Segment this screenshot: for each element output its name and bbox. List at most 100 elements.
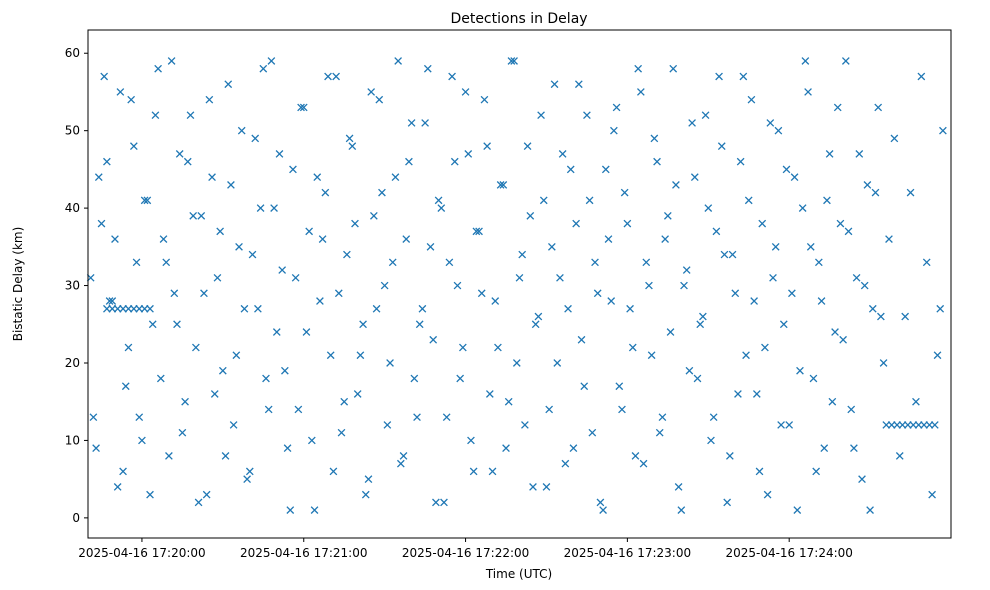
data-point <box>178 428 187 437</box>
data-point <box>224 80 233 89</box>
data-point <box>415 320 424 329</box>
data-point <box>305 227 314 236</box>
data-point <box>669 64 678 73</box>
data-point <box>788 289 796 298</box>
data-point <box>156 374 165 383</box>
data-point <box>874 103 883 112</box>
data-point <box>750 297 758 305</box>
data-point <box>459 343 467 352</box>
data-point <box>146 490 154 499</box>
data-point <box>467 436 475 445</box>
y-tick-label: 50 <box>65 124 80 138</box>
data-point <box>407 119 416 127</box>
data-point <box>868 304 877 313</box>
data-point <box>105 297 114 305</box>
data-point <box>685 366 694 375</box>
data-point <box>566 165 575 174</box>
data-point <box>804 88 812 96</box>
data-point <box>402 235 411 243</box>
data-point <box>612 103 621 112</box>
data-point <box>197 211 206 220</box>
data-point <box>143 196 152 205</box>
data-point <box>213 273 222 282</box>
data-point <box>208 173 216 181</box>
data-point <box>847 405 856 414</box>
data-point <box>297 103 305 112</box>
data-point <box>394 57 403 65</box>
data-point <box>343 250 351 259</box>
data-point <box>650 134 659 143</box>
data-point <box>634 64 643 73</box>
x-tick-label: 2025-04-16 17:24:00 <box>725 546 852 560</box>
data-point <box>442 413 451 422</box>
data-point <box>674 483 683 491</box>
data-point <box>601 165 610 174</box>
data-point <box>655 428 664 437</box>
data-point <box>901 312 910 321</box>
data-point <box>332 72 340 81</box>
data-point <box>615 382 624 391</box>
data-point <box>747 95 756 104</box>
data-point <box>558 150 567 158</box>
data-point <box>580 382 589 391</box>
data-point <box>227 181 235 189</box>
data-point <box>286 506 295 514</box>
data-point <box>682 266 691 274</box>
data-point <box>752 390 761 398</box>
data-point <box>135 413 144 422</box>
data-point <box>796 366 804 375</box>
data-point <box>329 467 338 476</box>
data-point <box>537 111 545 120</box>
data-point <box>688 119 696 127</box>
data-point <box>850 444 858 453</box>
data-point <box>693 374 702 383</box>
data-point <box>593 289 602 298</box>
data-point <box>267 57 276 65</box>
data-point <box>383 421 392 429</box>
data-point <box>912 397 920 406</box>
data-point <box>690 173 699 181</box>
data-point <box>939 126 947 135</box>
data-point <box>798 204 807 212</box>
data-point <box>588 428 597 437</box>
data-point <box>763 490 772 499</box>
data-point <box>396 459 405 468</box>
data-point <box>326 351 335 360</box>
data-point <box>162 258 171 267</box>
data-point <box>496 181 505 189</box>
data-point <box>518 250 527 259</box>
data-point <box>189 211 198 220</box>
data-point <box>240 304 249 313</box>
data-point <box>181 397 189 406</box>
data-point <box>823 196 831 205</box>
data-point <box>378 188 386 197</box>
data-point <box>769 273 777 282</box>
data-point <box>723 498 732 507</box>
data-point <box>531 320 540 329</box>
y-tick-label: 40 <box>65 201 80 215</box>
data-point <box>663 211 672 220</box>
data-point <box>119 467 127 476</box>
data-point <box>456 374 465 383</box>
data-point <box>766 119 775 127</box>
data-point <box>744 196 753 205</box>
data-point <box>828 397 837 406</box>
y-axis-label: Bistatic Delay (km) <box>11 227 25 342</box>
x-tick-label: 2025-04-16 17:20:00 <box>78 546 205 560</box>
data-point <box>734 390 742 398</box>
data-point <box>499 181 508 189</box>
data-point <box>94 173 103 181</box>
data-point <box>717 142 726 151</box>
data-point <box>256 204 265 212</box>
data-point <box>364 475 373 484</box>
data-point <box>494 343 502 352</box>
data-point <box>858 475 866 484</box>
data-point <box>645 281 653 290</box>
data-point <box>561 459 570 468</box>
data-point <box>542 483 551 491</box>
data-point <box>564 304 572 313</box>
data-point <box>318 235 327 243</box>
data-point <box>917 72 926 81</box>
data-point <box>809 374 818 383</box>
data-point <box>151 111 160 120</box>
